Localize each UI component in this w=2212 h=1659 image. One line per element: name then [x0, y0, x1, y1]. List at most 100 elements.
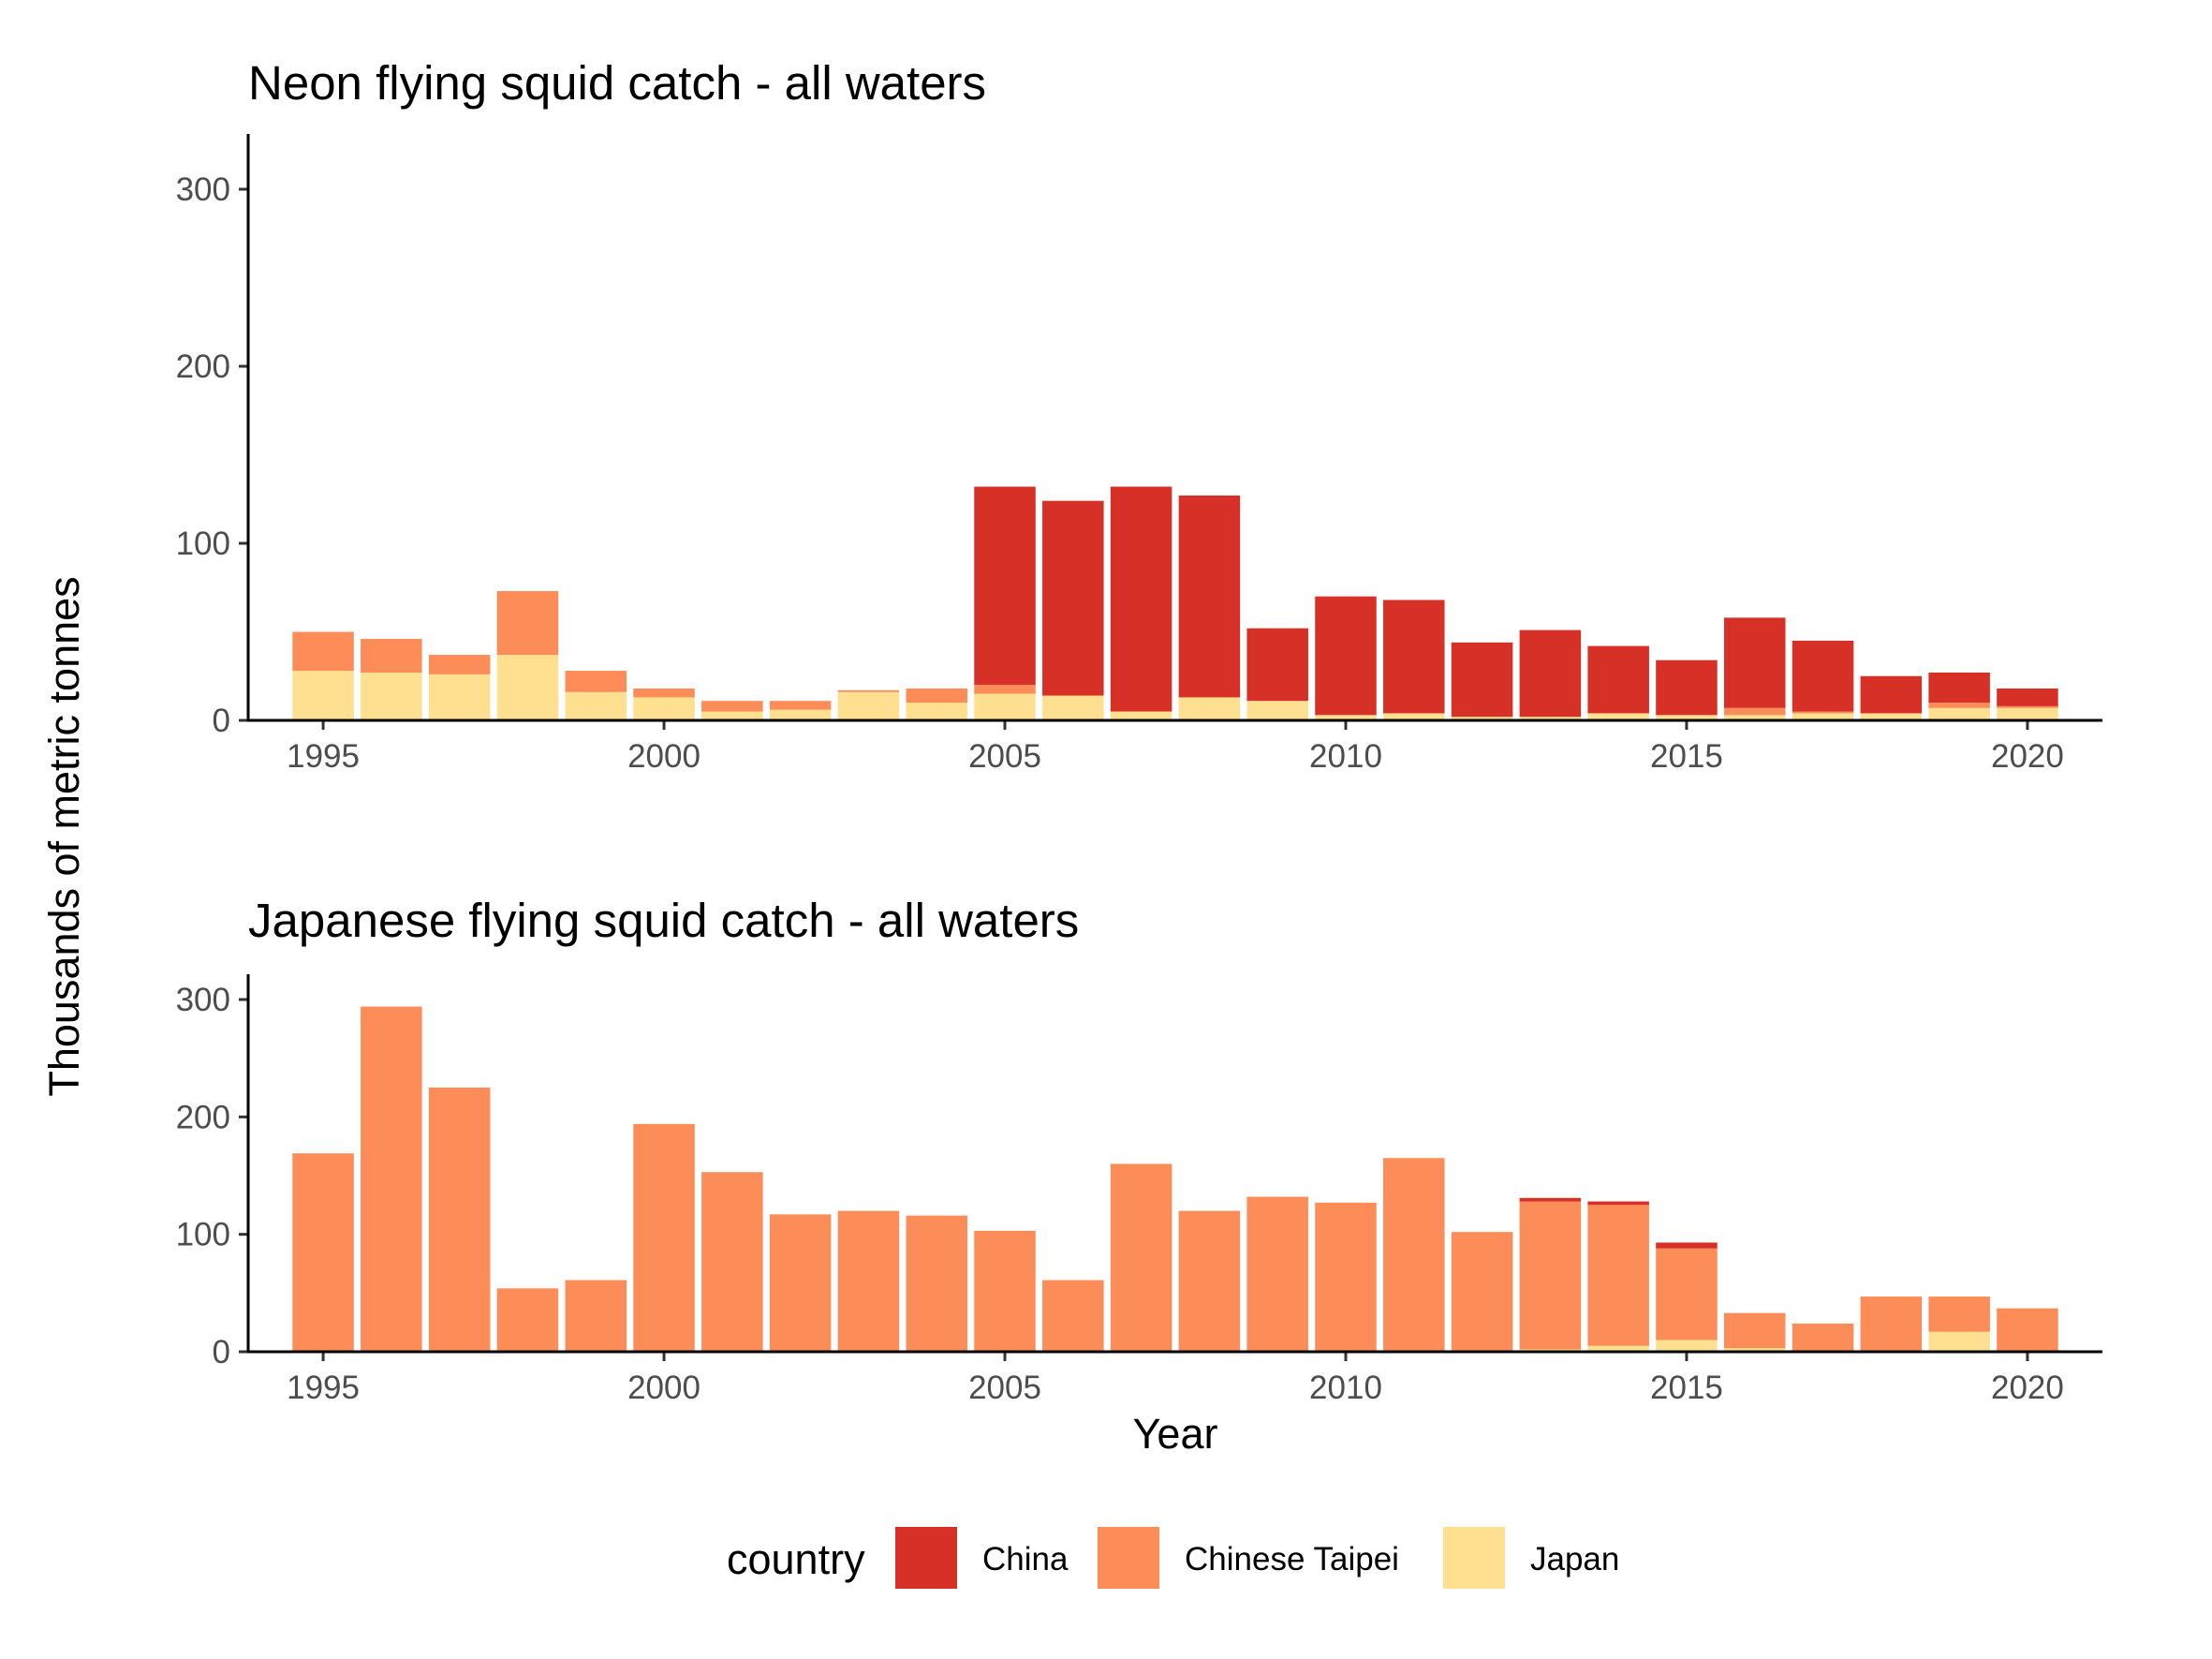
bar-japanese-2004-chinese-taipei — [906, 1215, 967, 1352]
bar-japanese-2013-china — [1519, 1197, 1582, 1202]
bar-neon-2000-japan — [633, 697, 695, 720]
bar-neon-2020-chinese-taipei — [1997, 705, 2058, 708]
bar-neon-2016-chinese-taipei — [1723, 707, 1786, 716]
panel-japanese-flying-squid: Japanese flying squid catch - all waters… — [176, 894, 2102, 1406]
bar-neon-2018-japan — [1860, 713, 1923, 720]
bar-neon-2004-japan — [906, 703, 967, 720]
bar-neon-2019-japan — [1928, 707, 1990, 720]
bar-japanese-2007-chinese-taipei — [1110, 1163, 1172, 1352]
bars-neon — [292, 486, 2058, 720]
panel-neon-flying-squid: Neon flying squid catch - all waters 0 10… — [176, 56, 2102, 775]
bar-neon-2000-chinese-taipei — [633, 688, 695, 698]
x-tick-label: 2010 — [1309, 738, 1382, 775]
y-tick-label: 0 — [213, 703, 230, 739]
bar-japanese-2018-chinese-taipei — [1860, 1296, 1923, 1352]
bar-neon-2012-japan — [1451, 717, 1513, 720]
x-tick-label: 2015 — [1650, 738, 1723, 775]
bar-japanese-2012-chinese-taipei — [1451, 1232, 1513, 1352]
legend-title: country — [727, 1535, 865, 1583]
bar-neon-1999-japan — [565, 691, 627, 720]
bar-neon-2016-china — [1723, 617, 1786, 708]
x-tick-label: 2000 — [627, 1370, 700, 1406]
bar-japanese-1998-chinese-taipei — [496, 1288, 559, 1352]
bar-neon-2001-chinese-taipei — [701, 701, 763, 712]
bar-japanese-2011-chinese-taipei — [1383, 1158, 1445, 1352]
bar-neon-2006-japan — [1042, 695, 1104, 720]
bar-neon-2012-china — [1451, 642, 1513, 718]
bar-neon-2005-china — [974, 486, 1036, 686]
bar-neon-2003-chinese-taipei — [837, 689, 900, 692]
bar-neon-2003-japan — [837, 691, 900, 720]
bar-neon-1998-chinese-taipei — [496, 591, 559, 656]
y-tick-label: 100 — [176, 1217, 230, 1253]
y-tick-label: 100 — [176, 526, 230, 562]
bar-japanese-2010-chinese-taipei — [1315, 1202, 1377, 1352]
legend-label-japan: Japan — [1530, 1541, 1619, 1578]
bar-neon-2008-china — [1178, 495, 1241, 698]
bar-neon-1997-japan — [428, 674, 491, 720]
bar-neon-1998-japan — [496, 655, 559, 720]
bar-neon-2009-japan — [1246, 701, 1308, 720]
x-tick-label: 2000 — [627, 738, 700, 775]
y-tick-label: 300 — [176, 982, 230, 1018]
legend-swatch-chinese-taipei — [1098, 1527, 1159, 1589]
bar-neon-2017-chinese-taipei — [1792, 711, 1854, 714]
bar-neon-2014-japan — [1587, 713, 1649, 720]
bar-neon-2008-japan — [1178, 697, 1241, 720]
bar-japanese-2009-chinese-taipei — [1246, 1196, 1308, 1352]
bar-japanese-2015-china — [1656, 1242, 1718, 1249]
bar-neon-1997-chinese-taipei — [428, 655, 491, 674]
bar-neon-2020-japan — [1997, 707, 2058, 720]
y-ticks-neon: 0 100 200 300 — [176, 171, 248, 739]
bar-japanese-2005-chinese-taipei — [974, 1230, 1036, 1352]
bar-neon-1999-chinese-taipei — [565, 671, 627, 692]
x-tick-label: 2020 — [1991, 738, 2064, 775]
bar-neon-2002-chinese-taipei — [769, 701, 832, 710]
panel-title-japanese: Japanese flying squid catch - all waters — [248, 894, 1079, 947]
y-tick-label: 300 — [176, 171, 230, 208]
bar-neon-2019-china — [1928, 672, 1990, 704]
y-tick-label: 0 — [213, 1334, 230, 1370]
bar-neon-2014-china — [1587, 645, 1649, 714]
bar-japanese-2019-japan — [1928, 1331, 1990, 1352]
bar-neon-2005-chinese-taipei — [974, 685, 1036, 694]
bar-neon-2010-japan — [1315, 715, 1377, 720]
x-tick-label: 1995 — [287, 1370, 360, 1406]
x-tick-label: 2015 — [1650, 1370, 1723, 1406]
bar-neon-2011-japan — [1383, 713, 1445, 720]
y-tick-label: 200 — [176, 348, 230, 385]
bar-neon-2013-japan — [1519, 717, 1582, 720]
x-tick-label: 2010 — [1309, 1370, 1382, 1406]
bar-japanese-2016-chinese-taipei — [1723, 1312, 1786, 1349]
bar-neon-2015-japan — [1656, 715, 1718, 720]
x-tick-label: 2005 — [968, 738, 1041, 775]
bar-neon-2007-japan — [1110, 711, 1172, 720]
bar-japanese-1999-chinese-taipei — [565, 1280, 627, 1352]
legend-swatch-japan — [1443, 1527, 1505, 1589]
bar-neon-2011-china — [1383, 600, 1445, 714]
bar-neon-1995-japan — [292, 671, 354, 720]
bar-japanese-1997-chinese-taipei — [428, 1088, 491, 1352]
bar-japanese-2015-japan — [1656, 1340, 1718, 1352]
bars-japanese — [292, 1006, 2058, 1352]
x-axis-title: Year — [1133, 1410, 1218, 1458]
y-ticks-japanese: 0 100 200 300 — [176, 982, 248, 1370]
legend: country China Chinese Taipei Japan — [727, 1527, 1619, 1589]
y-tick-label: 200 — [176, 1099, 230, 1135]
x-ticks-japanese: 1995 2000 2005 2010 2015 2020 — [287, 1352, 2064, 1406]
bar-neon-2019-chinese-taipei — [1928, 703, 1990, 708]
bar-neon-2004-chinese-taipei — [906, 688, 967, 704]
bar-neon-2010-china — [1315, 596, 1377, 716]
legend-label-chinese-taipei: Chinese Taipei — [1185, 1541, 1399, 1578]
panel-title-neon: Neon flying squid catch - all waters — [248, 56, 986, 110]
bar-neon-2017-japan — [1792, 713, 1854, 720]
bar-neon-2013-china — [1519, 630, 1582, 718]
bar-japanese-2003-chinese-taipei — [837, 1210, 900, 1352]
bar-japanese-1996-chinese-taipei — [361, 1006, 422, 1352]
bar-neon-1995-chinese-taipei — [292, 631, 354, 672]
bar-japanese-2006-chinese-taipei — [1042, 1280, 1104, 1352]
bar-neon-2007-china — [1110, 486, 1172, 712]
bar-japanese-2015-chinese-taipei — [1656, 1248, 1718, 1341]
y-axis-title: Thousands of metric tonnes — [40, 576, 88, 1096]
bar-neon-2001-japan — [701, 711, 763, 720]
